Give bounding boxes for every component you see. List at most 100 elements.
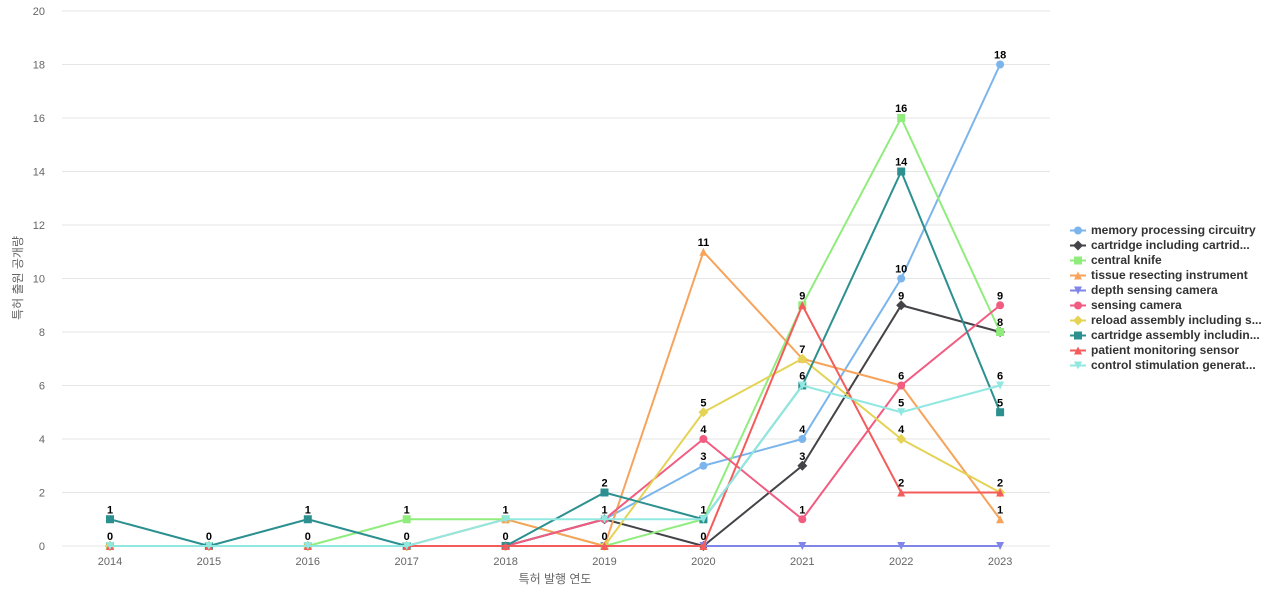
legend-swatch (1070, 226, 1086, 235)
data-label: 8 (997, 317, 1003, 329)
data-point (797, 353, 808, 364)
data-point (996, 542, 1005, 550)
data-point (798, 515, 807, 524)
x-tick-label: 2018 (493, 556, 517, 568)
y-tick-label: 0 (39, 541, 45, 553)
legend-item[interactable]: cartridge assembly includin... (1070, 328, 1275, 343)
data-point (798, 301, 807, 310)
data-label: 14 (895, 157, 908, 169)
data-point (600, 488, 609, 497)
data-point (996, 381, 1005, 390)
legend-item[interactable]: depth sensing camera (1070, 283, 1275, 298)
data-point (699, 435, 708, 443)
data-label: 0 (206, 531, 212, 543)
data-label: 0 (700, 531, 706, 543)
data-label: 1 (799, 504, 805, 516)
legend-item[interactable]: memory processing circuitry (1070, 223, 1275, 238)
data-point (600, 542, 609, 550)
data-point (501, 542, 510, 550)
data-point (996, 408, 1005, 417)
data-point (897, 488, 906, 497)
legend-swatch (1070, 361, 1086, 370)
data-label: 11 (698, 237, 710, 249)
y-tick-label: 8 (39, 327, 45, 339)
legend-marker (1073, 240, 1083, 251)
series-8 (106, 301, 1005, 550)
legend-label: cartridge assembly includin... (1091, 328, 1260, 342)
data-point (402, 515, 411, 524)
legend-swatch (1070, 271, 1086, 280)
series-9 (106, 381, 1005, 550)
legend-item[interactable]: cartridge including cartrid... (1070, 238, 1275, 253)
y-tick-label: 4 (39, 434, 45, 446)
data-label: 10 (895, 264, 907, 276)
legend-marker (1074, 271, 1082, 280)
series-5 (106, 301, 1005, 550)
data-label: 1 (305, 504, 311, 516)
y-tick-label: 18 (33, 60, 45, 72)
data-point (996, 328, 1005, 336)
legend-marker (1074, 361, 1082, 370)
data-label: 9 (799, 290, 805, 302)
data-label: 5 (898, 397, 904, 409)
legend-item[interactable]: central knife (1070, 253, 1275, 268)
data-point (797, 460, 808, 471)
legend-swatch (1070, 256, 1086, 265)
data-point (896, 300, 907, 311)
data-point (798, 381, 807, 390)
data-label: 0 (601, 531, 607, 543)
series-6 (105, 353, 1006, 551)
legend-item[interactable]: reload assembly including s... (1070, 313, 1275, 328)
data-label: 6 (898, 371, 904, 383)
legend-item[interactable]: patient monitoring sensor (1070, 343, 1275, 358)
legend-swatch (1070, 240, 1086, 251)
data-point (106, 542, 114, 550)
legend-label: memory processing circuitry (1091, 223, 1256, 237)
data-label: 2 (997, 478, 1003, 490)
data-point (303, 542, 312, 550)
data-point (501, 515, 510, 524)
data-point (996, 60, 1005, 69)
data-point (303, 515, 312, 524)
legend-swatch (1070, 301, 1086, 310)
data-point (699, 461, 708, 470)
series-0 (106, 60, 1005, 550)
data-labels: 10 01010102101154310976431161410965421898… (107, 50, 1006, 544)
data-point (897, 274, 906, 283)
data-label: 16 (895, 103, 907, 115)
data-label: 6 (799, 371, 805, 383)
legend-label: cartridge including cartrid... (1091, 238, 1250, 252)
data-label: 7 (799, 344, 805, 356)
y-tick-label: 20 (33, 6, 45, 18)
series-3 (106, 247, 1005, 550)
data-label: 1 (404, 504, 410, 516)
data-label: 3 (799, 451, 805, 463)
legend-label: tissue resecting instrument (1091, 268, 1248, 282)
data-point (896, 434, 907, 444)
series-line (110, 304, 1001, 547)
data-label: 3 (700, 451, 706, 463)
series-lines (105, 60, 1006, 551)
y-tick-label: 10 (33, 274, 45, 286)
data-point (402, 542, 411, 550)
data-label: 4 (799, 424, 806, 436)
y-tick-label: 12 (33, 220, 45, 232)
data-label: 1 (700, 504, 706, 516)
legend-swatch (1070, 286, 1086, 295)
legend-swatch (1070, 315, 1086, 326)
legend-label: depth sensing camera (1091, 283, 1218, 297)
legend-item[interactable]: tissue resecting instrument (1070, 268, 1275, 283)
x-tick-label: 2014 (98, 556, 122, 568)
data-point (798, 542, 807, 550)
data-point (996, 301, 1005, 310)
chart-legend: memory processing circuitry cartridge inc… (1070, 223, 1275, 373)
legend-item[interactable]: sensing camera (1070, 298, 1275, 313)
data-label: 1 (107, 504, 113, 516)
x-tick-label: 2015 (197, 556, 221, 568)
data-point (698, 407, 709, 418)
legend-marker (1074, 301, 1082, 310)
data-point (699, 247, 708, 256)
data-point (204, 542, 213, 550)
legend-item[interactable]: control stimulation generat... (1070, 358, 1275, 373)
